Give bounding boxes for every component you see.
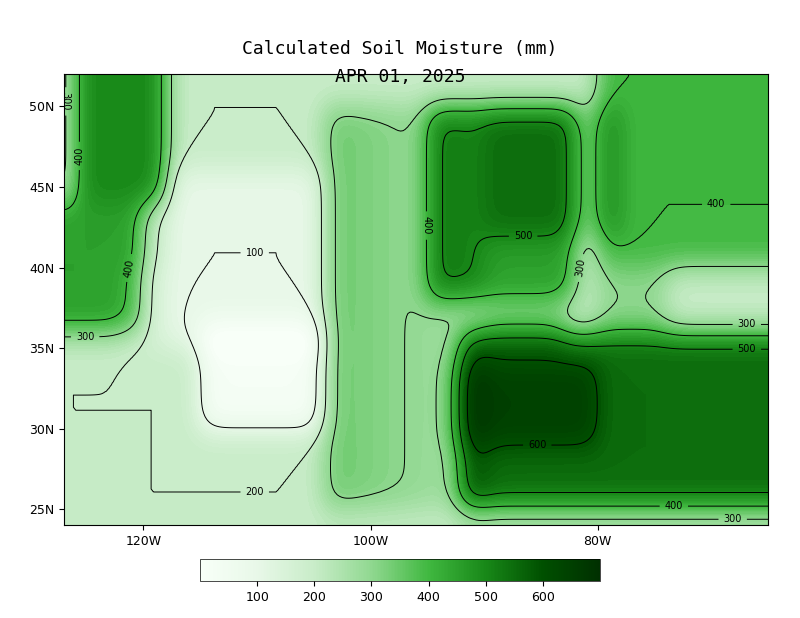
Text: 600: 600 xyxy=(528,440,546,450)
Text: 100: 100 xyxy=(246,248,264,258)
Text: 300: 300 xyxy=(76,332,94,342)
Text: Calculated Soil Moisture (mm): Calculated Soil Moisture (mm) xyxy=(242,40,558,59)
Text: 300: 300 xyxy=(61,92,70,111)
Text: 400: 400 xyxy=(422,216,431,235)
Text: 400: 400 xyxy=(122,258,135,278)
Text: 300: 300 xyxy=(738,320,756,329)
Text: 500: 500 xyxy=(738,344,756,354)
Text: 300: 300 xyxy=(574,258,586,277)
Text: 400: 400 xyxy=(665,501,683,511)
Text: 400: 400 xyxy=(74,146,85,165)
Text: 400: 400 xyxy=(707,200,726,210)
Text: 500: 500 xyxy=(514,231,532,241)
Text: APR 01, 2025: APR 01, 2025 xyxy=(334,68,466,87)
Text: 200: 200 xyxy=(246,487,264,497)
Text: 300: 300 xyxy=(723,514,742,524)
